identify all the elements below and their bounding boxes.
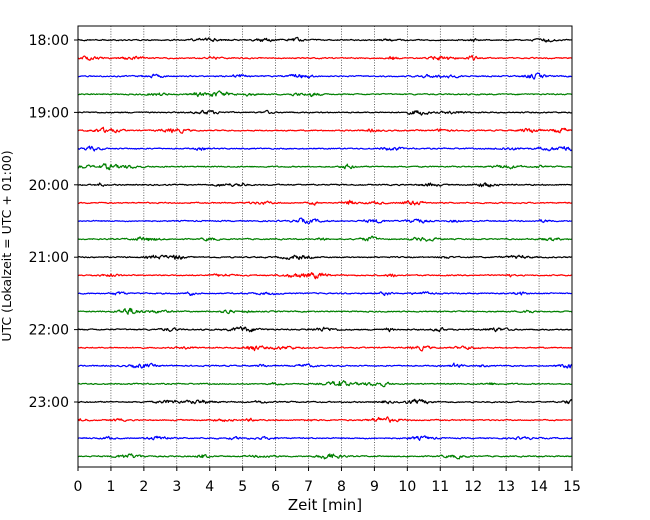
trace-8 — [77, 182, 573, 188]
trace-1 — [77, 54, 573, 61]
trace-20 — [77, 398, 573, 405]
trace-19 — [77, 380, 573, 388]
x-axis-label: Zeit [min] — [288, 496, 362, 514]
x-tick-label-11: 11 — [431, 479, 449, 495]
trace-9 — [77, 199, 573, 206]
x-tick-label-15: 15 — [563, 479, 581, 495]
x-tick-label-7: 7 — [304, 479, 313, 495]
vertical-grid — [110, 26, 540, 467]
x-tick-label-0: 0 — [74, 479, 83, 495]
y-tick-label-1: 19:00 — [29, 105, 69, 121]
trace-4 — [77, 109, 573, 116]
x-tick-label-8: 8 — [337, 479, 346, 495]
trace-11 — [77, 235, 573, 242]
y-tick-label-0: 18:00 — [29, 33, 69, 49]
plot-frame — [77, 25, 573, 468]
x-tick-label-10: 10 — [398, 479, 416, 495]
trace-18 — [77, 362, 573, 369]
trace-12 — [77, 254, 573, 261]
x-tick-label-2: 2 — [139, 479, 148, 495]
y-tick-label-5: 23:00 — [29, 395, 69, 411]
trace-2 — [77, 72, 573, 80]
x-tick-label-4: 4 — [205, 479, 214, 495]
trace-6 — [77, 145, 573, 152]
x-tick-label-12: 12 — [464, 479, 482, 495]
y-tick-label-2: 20:00 — [29, 178, 69, 194]
y-axis-ticks: 18:00 19:00 20:00 21:00 22:00 23:00 — [29, 33, 78, 411]
x-axis-ticks: 0 1 2 3 4 5 6 7 8 9 10 11 12 13 14 15 — [74, 467, 581, 495]
trace-17 — [77, 345, 573, 352]
seismogram-traces — [77, 36, 573, 460]
trace-14 — [77, 291, 573, 297]
trace-5 — [77, 126, 573, 134]
trace-10 — [77, 217, 573, 225]
y-tick-label-4: 22:00 — [29, 323, 69, 339]
x-tick-label-3: 3 — [172, 479, 181, 495]
trace-13 — [77, 272, 573, 280]
trace-21 — [77, 416, 573, 423]
trace-0 — [77, 36, 573, 43]
x-tick-label-9: 9 — [370, 479, 379, 495]
y-axis-label: UTC (Lokalzeit = UTC + 01:00) — [0, 150, 14, 341]
trace-16 — [77, 326, 573, 333]
trace-22 — [77, 435, 573, 441]
x-tick-label-13: 13 — [497, 479, 515, 495]
x-tick-label-5: 5 — [238, 479, 247, 495]
trace-23 — [77, 453, 573, 460]
y-tick-label-3: 21:00 — [29, 250, 69, 266]
trace-7 — [77, 163, 573, 171]
trace-15 — [77, 307, 573, 315]
x-tick-label-1: 1 — [106, 479, 115, 495]
x-tick-label-14: 14 — [530, 479, 548, 495]
x-tick-label-6: 6 — [271, 479, 280, 495]
trace-3 — [77, 90, 573, 98]
